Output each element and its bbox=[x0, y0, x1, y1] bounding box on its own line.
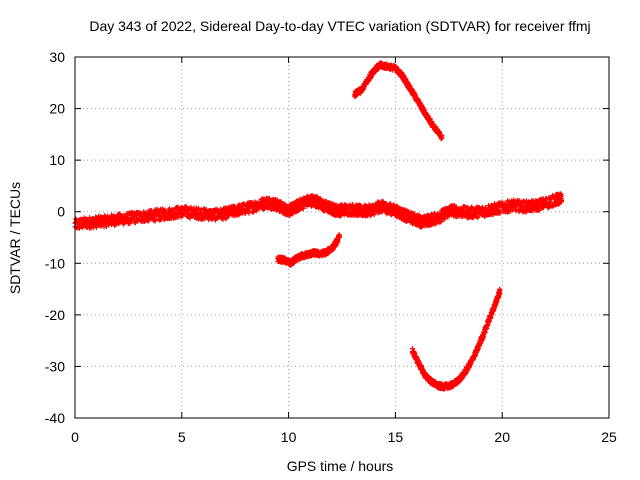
plot-frame bbox=[74, 56, 610, 419]
plot-area bbox=[75, 57, 609, 418]
y-tick-label: -20 bbox=[45, 307, 65, 323]
y-tick-label: -30 bbox=[45, 358, 65, 374]
data-point bbox=[511, 197, 517, 203]
y-tick-label: 10 bbox=[49, 152, 65, 168]
x-axis-label: GPS time / hours bbox=[287, 458, 394, 474]
series-main-band bbox=[72, 191, 565, 231]
tick-labels: 0 5 10 15 20 25 -40 -30 -20 -10 0 10 20 30 bbox=[45, 49, 617, 445]
data-point bbox=[236, 211, 242, 217]
data-point bbox=[417, 99, 423, 105]
data-point bbox=[188, 204, 194, 210]
x-tick-label: 0 bbox=[71, 429, 79, 445]
data-point bbox=[111, 213, 117, 219]
x-tick-label: 5 bbox=[178, 429, 186, 445]
data-point bbox=[151, 214, 157, 220]
data-point bbox=[429, 119, 435, 125]
ticks bbox=[74, 56, 610, 419]
x-tick-label: 25 bbox=[601, 429, 617, 445]
data-point bbox=[425, 113, 431, 119]
data-point bbox=[559, 198, 565, 204]
data-point bbox=[246, 210, 252, 216]
data-point bbox=[336, 234, 342, 240]
data-point bbox=[437, 219, 443, 225]
data-point bbox=[235, 212, 241, 218]
data-point bbox=[411, 216, 417, 222]
data-point bbox=[388, 201, 394, 207]
data-point bbox=[555, 201, 561, 207]
data-point bbox=[105, 213, 111, 219]
data-point bbox=[439, 132, 445, 138]
x-tick-label: 15 bbox=[388, 429, 404, 445]
data-point bbox=[152, 217, 158, 223]
data-point bbox=[517, 198, 523, 204]
x-tick-label: 10 bbox=[281, 429, 297, 445]
y-tick-label: 30 bbox=[49, 49, 65, 65]
series-segment-b bbox=[352, 60, 445, 142]
data-point bbox=[300, 205, 306, 211]
x-tick-label: 20 bbox=[494, 429, 510, 445]
y-tick-label: 0 bbox=[57, 204, 65, 220]
data-point bbox=[121, 220, 127, 226]
data-point bbox=[283, 201, 289, 207]
data-point bbox=[254, 208, 260, 214]
chart-title: Day 343 of 2022, Sidereal Day-to-day VTE… bbox=[89, 18, 590, 34]
data-point bbox=[203, 206, 209, 212]
y-tick-label: -10 bbox=[45, 255, 65, 271]
data-point bbox=[427, 116, 433, 122]
series-segment-a bbox=[275, 232, 342, 268]
series-segment-c bbox=[409, 286, 503, 392]
y-tick-label: -40 bbox=[45, 410, 65, 426]
series-layer bbox=[72, 60, 565, 392]
data-point bbox=[93, 225, 99, 231]
y-tick-label: 20 bbox=[49, 101, 65, 117]
data-point bbox=[497, 287, 503, 293]
y-axis-label: SDTVAR / TECUs bbox=[7, 182, 23, 294]
data-point bbox=[164, 209, 170, 215]
